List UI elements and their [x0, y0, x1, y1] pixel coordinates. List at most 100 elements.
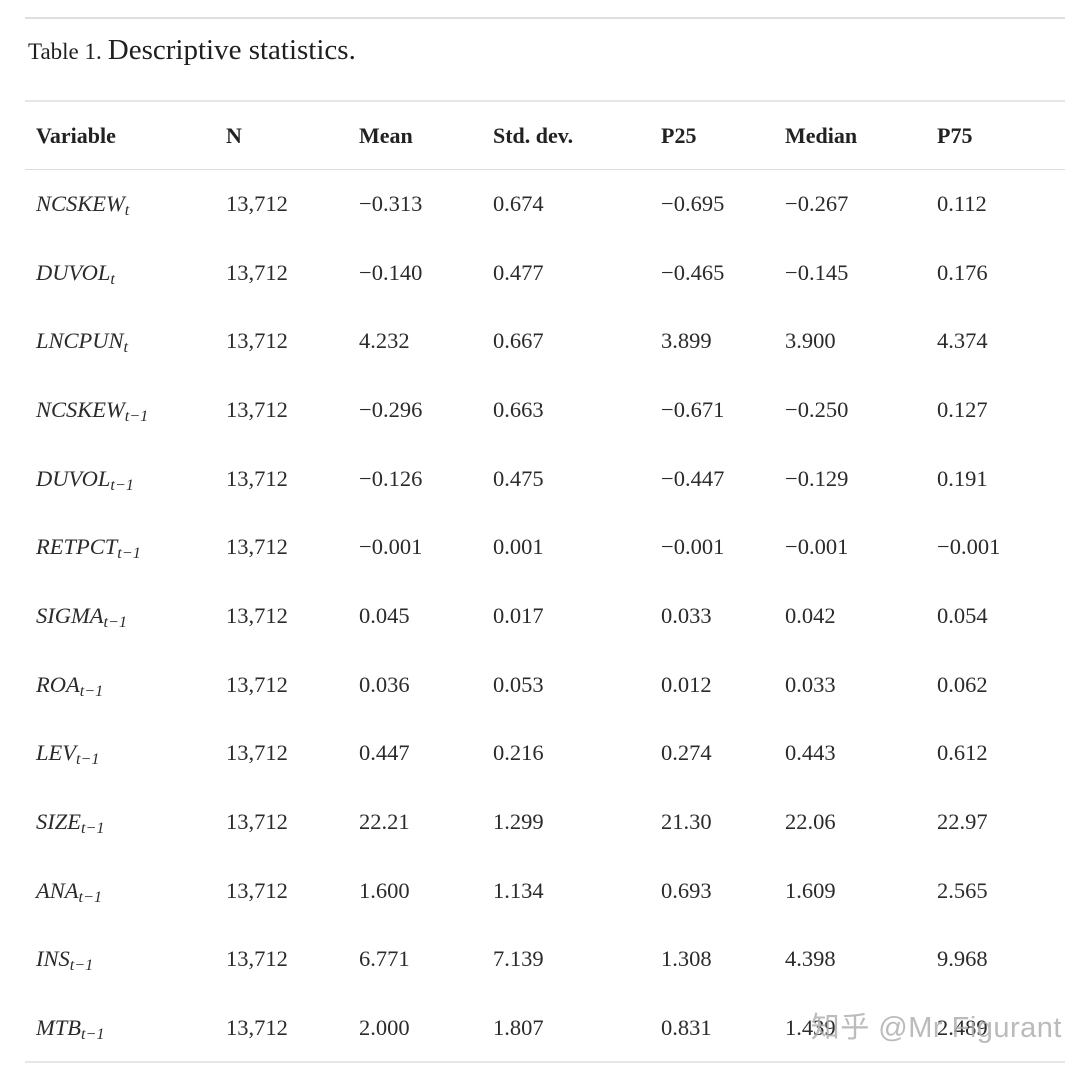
variable-cell: SIZEt−1 [25, 788, 226, 857]
variable-cell: LNCPUNt [25, 307, 226, 376]
value-cell: 0.062 [937, 671, 988, 697]
table-body: NCSKEWt 13,712 −0.313 0.674 −0.695 −0.267 0.11… [25, 170, 1065, 1063]
variable-name: DUVOL [36, 259, 111, 285]
table-row: LNCPUNt 13,712 4.232 0.667 3.899 3.900 4.374 [25, 307, 1065, 376]
variable-subscript: t [124, 201, 130, 220]
value-cell: 13,712 [226, 1014, 288, 1040]
variable-subscript: t [110, 269, 115, 288]
variable-subscript: t−1 [117, 544, 141, 563]
table-row: SIGMAt−1 13,712 0.045 0.017 0.033 0.042 0.054 [25, 582, 1065, 651]
column-header-median: Median [785, 101, 937, 170]
value-cell: 1.439 [785, 1014, 836, 1040]
variable-subscript: t−1 [79, 681, 104, 700]
value-cell: 22.97 [937, 809, 988, 835]
value-cell: 0.475 [493, 465, 544, 491]
value-cell: 1.600 [359, 877, 410, 903]
value-cell: 0.831 [661, 1014, 712, 1040]
table-row: INSt−1 13,712 6.771 7.139 1.308 4.398 9.968 [25, 925, 1065, 994]
value-cell: −0.465 [661, 259, 725, 285]
variable-name: INS [36, 946, 70, 972]
variable-name: ROA [36, 671, 80, 697]
variable-subscript: t [123, 338, 129, 357]
value-cell: 13,712 [226, 465, 288, 491]
value-cell: 3.900 [785, 328, 836, 354]
variable-name: SIZE [36, 809, 81, 835]
value-cell: 0.054 [937, 602, 988, 628]
value-cell: −0.671 [661, 396, 725, 422]
value-cell: 13,712 [226, 809, 288, 835]
value-cell: 1.308 [661, 946, 712, 972]
value-cell: 1.807 [493, 1014, 544, 1040]
variable-subscript: t−1 [103, 613, 127, 632]
value-cell: 1.609 [785, 877, 836, 903]
variable-name: NCSKEW [36, 396, 125, 422]
value-cell: −0.001 [937, 534, 1001, 560]
value-cell: 2.000 [359, 1014, 410, 1040]
value-cell: 0.274 [661, 740, 712, 766]
variable-cell: ROAt−1 [25, 650, 226, 719]
value-cell: 0.033 [785, 671, 836, 697]
value-cell: 0.216 [493, 740, 544, 766]
value-cell: 9.968 [937, 946, 988, 972]
variable-name: DUVOL [36, 465, 111, 491]
top-divider [25, 17, 1065, 19]
value-cell: 0.127 [937, 396, 988, 422]
value-cell: −0.145 [785, 259, 849, 285]
value-cell: 0.036 [359, 671, 410, 697]
value-cell: −0.001 [359, 534, 423, 560]
value-cell: −0.313 [359, 191, 423, 217]
variable-cell: NCSKEWt [25, 170, 226, 239]
value-cell: 4.374 [937, 328, 988, 354]
value-cell: −0.267 [785, 191, 849, 217]
value-cell: 13,712 [226, 877, 288, 903]
variable-cell: NCSKEWt−1 [25, 376, 226, 445]
table-row: NCSKEWt−1 13,712 −0.296 0.663 −0.671 −0.250 0.… [25, 376, 1065, 445]
variable-cell: SIGMAt−1 [25, 582, 226, 651]
table-row: NCSKEWt 13,712 −0.313 0.674 −0.695 −0.267 0.11… [25, 170, 1065, 239]
variable-name: LEV [36, 740, 77, 766]
value-cell: −0.001 [661, 534, 725, 560]
value-cell: 0.042 [785, 602, 836, 628]
variable-cell: DUVOLt−1 [25, 444, 226, 513]
value-cell: 13,712 [226, 946, 288, 972]
table-caption: Table 1. Descriptive statistics. [28, 33, 1065, 69]
value-cell: 0.447 [359, 740, 410, 766]
value-cell: 2.489 [937, 1014, 988, 1040]
value-cell: 4.398 [785, 946, 836, 972]
table-row: MTBt−1 13,712 2.000 1.807 0.831 1.439 2.489 [25, 994, 1065, 1063]
caption-title: Descriptive statistics. [107, 34, 356, 66]
value-cell: −0.296 [359, 396, 423, 422]
value-cell: 7.139 [493, 946, 544, 972]
variable-subscript: t−1 [110, 475, 134, 494]
column-header-std-dev: Std. dev. [493, 101, 661, 170]
value-cell: −0.250 [785, 396, 849, 422]
value-cell: 21.30 [661, 809, 712, 835]
value-cell: 1.134 [493, 877, 544, 903]
value-cell: 1.299 [493, 809, 544, 835]
value-cell: 13,712 [226, 259, 288, 285]
value-cell: 22.21 [359, 809, 410, 835]
column-header-mean: Mean [359, 101, 493, 170]
value-cell: 0.443 [785, 740, 836, 766]
column-header-variable: Variable [25, 101, 226, 170]
value-cell: 0.012 [661, 671, 712, 697]
value-cell: 0.663 [493, 396, 544, 422]
value-cell: 0.045 [359, 602, 410, 628]
value-cell: −0.695 [661, 191, 725, 217]
value-cell: 2.565 [937, 877, 988, 903]
value-cell: −0.126 [359, 465, 423, 491]
variable-subscript: t−1 [76, 750, 100, 769]
column-header-n: N [226, 101, 359, 170]
column-header-p75: P75 [937, 101, 1065, 170]
value-cell: 0.693 [661, 877, 712, 903]
value-cell: −0.140 [359, 259, 423, 285]
table-row: SIZEt−1 13,712 22.21 1.299 21.30 22.06 22.97 [25, 788, 1065, 857]
value-cell: 22.06 [785, 809, 836, 835]
table-row: DUVOLt 13,712 −0.140 0.477 −0.465 −0.145 0.176 [25, 238, 1065, 307]
variable-name: SIGMA [36, 602, 104, 628]
table-row: ANAt−1 13,712 1.600 1.134 0.693 1.609 2.565 [25, 856, 1065, 925]
value-cell: 13,712 [226, 191, 288, 217]
variable-subscript: t−1 [78, 887, 103, 906]
variable-cell: INSt−1 [25, 925, 226, 994]
